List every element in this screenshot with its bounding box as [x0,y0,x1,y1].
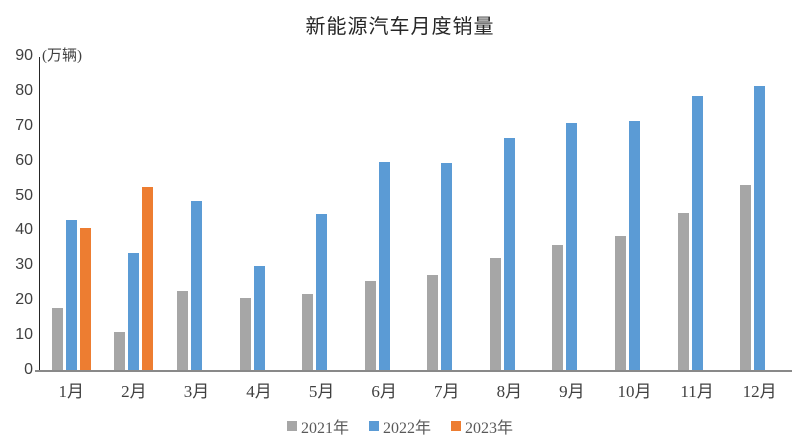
bar-2022年 [316,214,328,370]
y-tick-label: 70 [15,116,33,134]
legend-item: 2022年 [368,414,431,438]
bar-2021年 [740,184,752,370]
y-tick-label: 0 [24,361,33,378]
y-axis-tick-labels: 0 10 20 30 40 50 60 70 80 90 [0,0,33,447]
y-tick-label: 40 [15,221,33,239]
bar-group [228,56,291,370]
bar-2022年 [378,162,390,370]
y-tick-label: 90 [15,47,33,64]
bar-2021年 [677,213,689,370]
bar-group [603,56,666,370]
y-tick-label: 10 [15,326,33,344]
bar-2021年 [552,245,564,370]
x-axis-label: 12月 [742,382,777,401]
bar-group [353,56,416,370]
bar-2021年 [239,298,251,370]
y-axis-line [39,57,40,371]
bar-2022年 [441,163,453,370]
bar-2023年 [79,227,91,370]
bar-2022年 [190,201,202,370]
legend-label: 2023年 [465,420,514,437]
legend-item: 2023年 [451,414,513,438]
y-tick-label: 80 [15,81,33,99]
x-axis-label: 6月 [371,382,397,401]
x-axis-label: 2月 [121,382,147,401]
bar-2022年 [566,123,578,370]
y-tick-label: 30 [15,256,33,274]
legend-label: 2022年 [382,420,431,437]
bar-group [103,56,166,370]
x-axis-label: 8月 [496,382,523,401]
x-axis-label: 10月 [617,382,652,401]
bar-2022年 [253,265,265,370]
x-axis-labels: 1月 2月 3月 4月 5月 6月 7月 8月 9月 10月 11月 12月 [40,377,791,402]
legend-swatch-icon [286,421,297,431]
bar-2021年 [364,280,376,370]
x-axis-label: 5月 [308,382,335,401]
bar-2021年 [614,236,626,370]
bar-group [541,56,604,370]
legend-item: 2021年 [286,414,349,438]
y-tick-label: 60 [15,151,33,169]
plot-area [40,56,791,370]
bar-2022年 [754,86,766,370]
y-axis-unit-label: (万辆) [42,48,82,64]
x-axis-label: 4月 [246,382,272,401]
bar-2022年 [128,253,140,370]
bar-2021年 [51,307,63,370]
chart-legend: 2021年 2022年 2023年 [0,414,800,438]
bar-group [415,56,478,370]
legend-label: 2021年 [300,420,349,437]
bar-2021年 [489,258,501,370]
x-axis-line [35,370,792,372]
legend-swatch-icon [451,421,461,431]
bar-group [40,56,103,370]
bar-group [666,56,729,370]
bar-group [290,56,353,370]
bar-2022年 [65,219,77,370]
y-tick-label: 20 [15,291,33,309]
bar-2023年 [142,186,154,370]
bar-2021年 [176,291,188,370]
x-axis-label: 1月 [58,382,85,401]
chart-title: 新能源汽车月度销量 [305,16,495,38]
bar-2021年 [302,294,314,370]
y-tick-label: 50 [15,186,33,204]
x-axis-label: 3月 [183,382,210,401]
legend-swatch-icon [368,421,379,431]
bar-group [728,56,791,370]
bar-2021年 [114,331,126,370]
bar-group [478,56,541,370]
x-axis-label: 7月 [434,382,460,401]
x-axis-label: 9月 [559,382,585,401]
x-axis-label: 11月 [680,382,714,401]
bar-2021年 [427,275,439,370]
bar-2022年 [628,120,640,370]
bar-2022年 [503,137,515,370]
bar-group [165,56,228,370]
bar-2022年 [691,95,703,370]
